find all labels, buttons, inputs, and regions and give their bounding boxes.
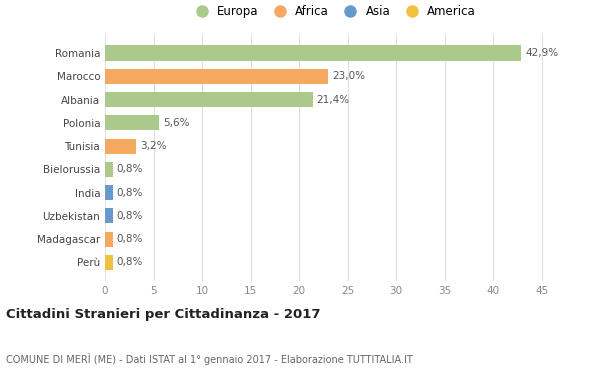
Text: 42,9%: 42,9% xyxy=(525,48,558,58)
Text: 0,8%: 0,8% xyxy=(116,211,143,221)
Bar xyxy=(105,185,113,200)
Bar xyxy=(105,231,113,247)
Text: 0,8%: 0,8% xyxy=(116,234,143,244)
Text: COMUNE DI MERÌ (ME) - Dati ISTAT al 1° gennaio 2017 - Elaborazione TUTTITALIA.IT: COMUNE DI MERÌ (ME) - Dati ISTAT al 1° g… xyxy=(6,353,413,365)
Text: 5,6%: 5,6% xyxy=(163,118,190,128)
Bar xyxy=(105,208,113,223)
Text: 0,8%: 0,8% xyxy=(116,164,143,174)
Bar xyxy=(105,69,328,84)
Text: Cittadini Stranieri per Cittadinanza - 2017: Cittadini Stranieri per Cittadinanza - 2… xyxy=(6,308,320,321)
Bar xyxy=(105,115,160,130)
Legend: Europa, Africa, Asia, America: Europa, Africa, Asia, America xyxy=(185,1,481,23)
Text: 23,0%: 23,0% xyxy=(332,71,365,81)
Bar xyxy=(105,255,113,270)
Text: 0,8%: 0,8% xyxy=(116,257,143,268)
Bar xyxy=(105,92,313,107)
Text: 0,8%: 0,8% xyxy=(116,188,143,198)
Bar xyxy=(105,138,136,154)
Bar xyxy=(105,162,113,177)
Text: 21,4%: 21,4% xyxy=(317,95,350,105)
Bar xyxy=(105,46,521,60)
Text: 3,2%: 3,2% xyxy=(140,141,166,151)
